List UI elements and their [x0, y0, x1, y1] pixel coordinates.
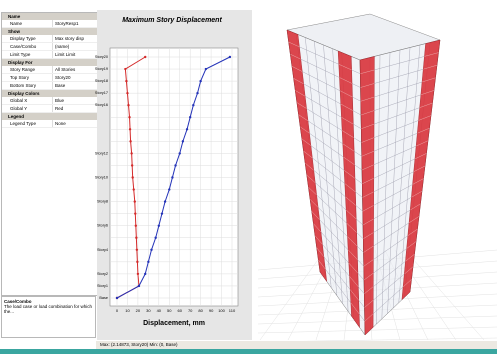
- x-tick-label: 80: [198, 308, 203, 313]
- x-tick-label: 40: [157, 308, 162, 313]
- data-point: [131, 164, 133, 166]
- data-point: [189, 116, 191, 118]
- y-tick-label: Story2: [97, 272, 108, 276]
- ground-grid: [258, 327, 497, 333]
- y-tick-label: Story18: [95, 79, 108, 83]
- x-tick-label: 110: [229, 308, 236, 313]
- y-tick-label: Story16: [95, 103, 108, 107]
- y-tick-label: Base: [99, 296, 108, 300]
- chart: Maximum Story Displacement Displacement,…: [0, 0, 497, 341]
- data-point: [192, 104, 194, 106]
- y-tick-label: Story4: [97, 248, 108, 252]
- data-point: [171, 176, 173, 178]
- x-axis-label: Displacement, mm: [143, 320, 205, 327]
- data-point: [174, 164, 176, 166]
- x-tick-label: 70: [188, 308, 193, 313]
- data-point: [136, 261, 138, 263]
- y-tick-label: Story19: [95, 67, 108, 71]
- x-tick-label: 90: [209, 308, 214, 313]
- data-point: [144, 273, 146, 275]
- data-point: [124, 68, 126, 70]
- x-tick-label: 20: [136, 308, 141, 313]
- data-point: [196, 92, 198, 94]
- data-point: [131, 176, 133, 178]
- data-point: [133, 188, 135, 190]
- data-point: [147, 261, 149, 263]
- building-3d-view: [258, 14, 497, 341]
- y-tick-label: Story20: [95, 55, 108, 59]
- data-point: [182, 140, 184, 142]
- data-point: [161, 212, 163, 214]
- data-point: [134, 200, 136, 202]
- data-point: [150, 249, 152, 251]
- data-point: [144, 56, 146, 58]
- data-point: [129, 140, 131, 142]
- data-point: [129, 128, 131, 130]
- taskbar-strip: [0, 349, 497, 354]
- data-point: [179, 152, 181, 154]
- plot-area: [110, 48, 238, 306]
- data-point: [154, 237, 156, 239]
- chart-title: Maximum Story Displacement: [122, 17, 222, 24]
- data-point: [164, 200, 166, 202]
- data-point: [205, 68, 207, 70]
- y-tick-label: Story6: [97, 224, 108, 228]
- x-tick-label: 50: [167, 308, 172, 313]
- data-point: [125, 80, 127, 82]
- data-point: [136, 249, 138, 251]
- x-tick-label: 100: [218, 308, 225, 313]
- data-point: [138, 285, 140, 287]
- x-tick-label: 10: [125, 308, 130, 313]
- y-tick-label: Story10: [95, 176, 108, 180]
- y-tick-label: Story1: [97, 284, 108, 288]
- y-tick-label: Story8: [97, 200, 108, 204]
- data-point: [116, 297, 118, 299]
- data-point: [135, 225, 137, 227]
- y-tick-label: Story17: [95, 91, 108, 95]
- data-point: [158, 225, 160, 227]
- data-point: [128, 116, 130, 118]
- data-point: [168, 188, 170, 190]
- data-point: [134, 212, 136, 214]
- data-point: [135, 237, 137, 239]
- data-point: [229, 56, 231, 58]
- app-window: NameNameStoryResp1ShowDisplay TypeMax st…: [0, 0, 497, 354]
- x-tick-label: 30: [146, 308, 151, 313]
- data-point: [130, 152, 132, 154]
- y-tick-label: Story12: [95, 151, 108, 155]
- data-point: [199, 80, 201, 82]
- data-point: [137, 273, 139, 275]
- data-point: [126, 92, 128, 94]
- data-point: [186, 128, 188, 130]
- x-tick-label: 60: [178, 308, 183, 313]
- data-point: [127, 104, 129, 106]
- status-bar: Max: (2.14873, Story20) Min: (0, Base): [96, 341, 497, 349]
